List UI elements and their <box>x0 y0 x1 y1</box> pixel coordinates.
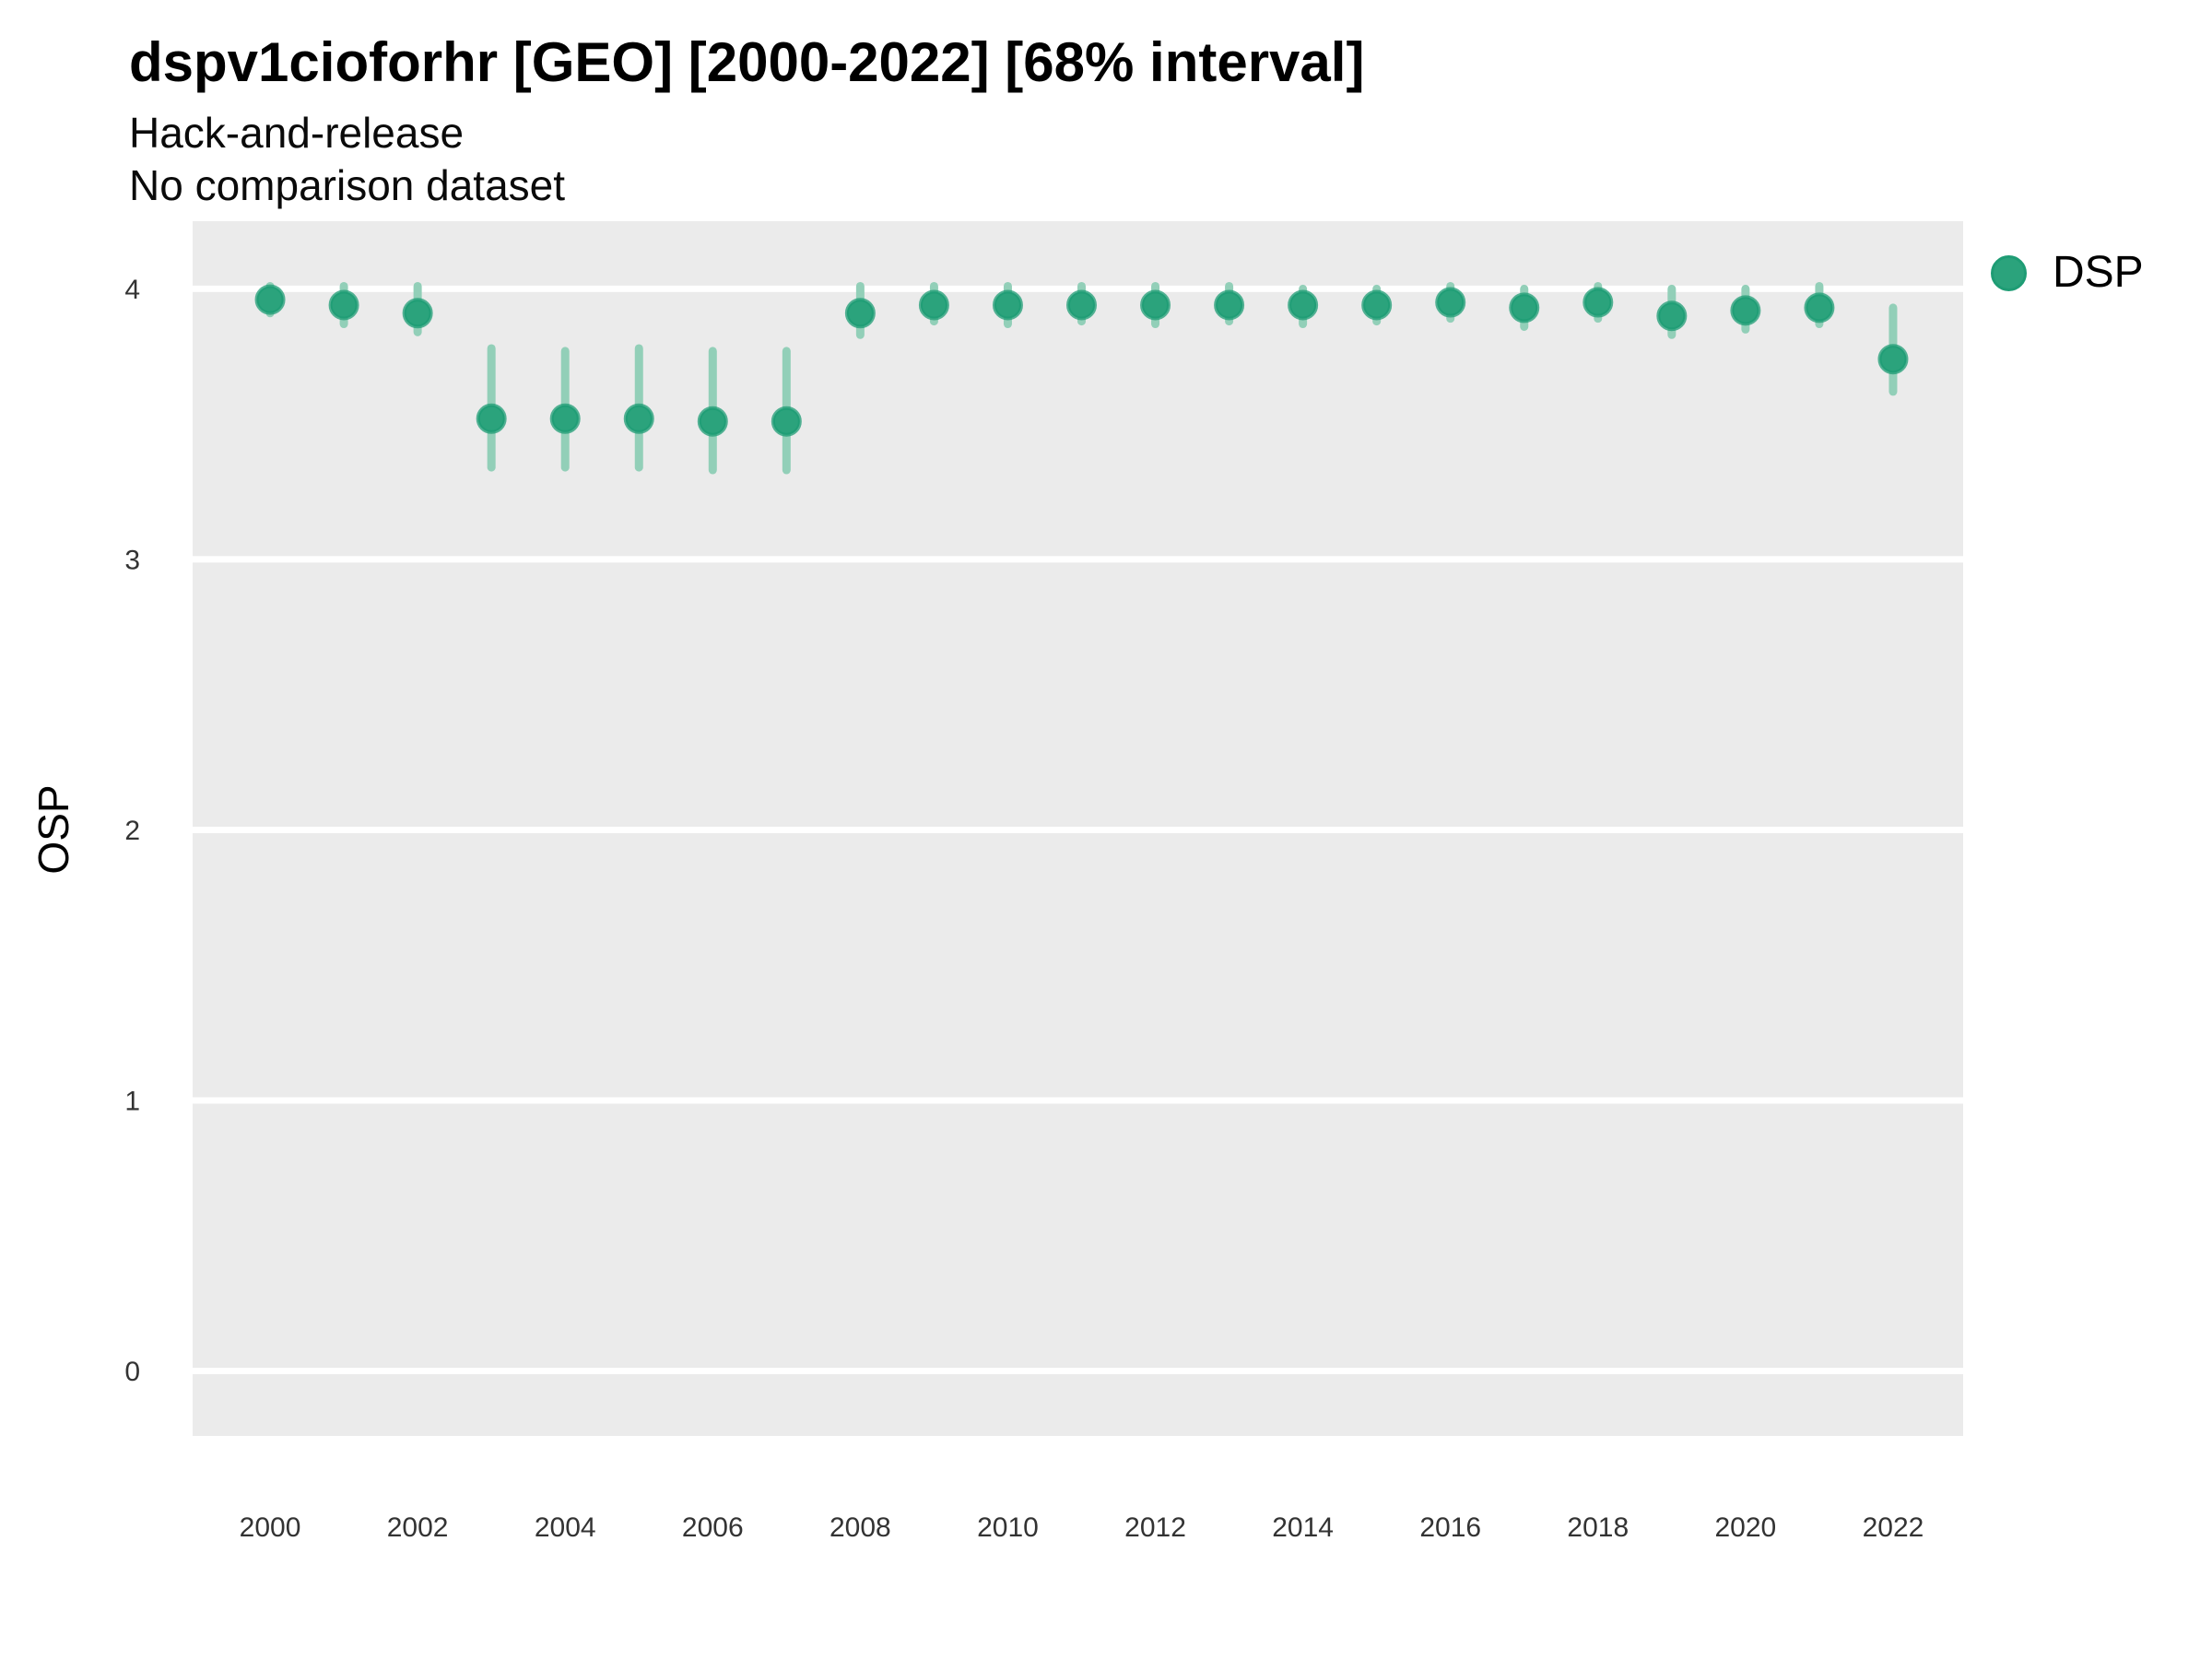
data-point-2016 <box>1435 287 1466 318</box>
x-tick-label: 2002 <box>387 1512 449 1543</box>
x-tick-label: 2022 <box>1863 1512 1924 1543</box>
x-tick-label: 2000 <box>240 1512 301 1543</box>
y-tick-label: 0 <box>124 1357 140 1387</box>
y-tick-label: 2 <box>124 816 140 846</box>
x-tick-label: 2006 <box>682 1512 744 1543</box>
data-point-2005 <box>623 403 654 434</box>
data-point-2013 <box>1214 289 1245 321</box>
x-tick-label: 2016 <box>1419 1512 1481 1543</box>
y-axis-title: OSP <box>29 784 77 875</box>
legend: DSP <box>1991 251 2144 295</box>
x-tick-label: 2014 <box>1272 1512 1334 1543</box>
data-point-2017 <box>1509 292 1540 324</box>
data-point-2008 <box>844 298 876 329</box>
data-point-2000 <box>254 284 286 315</box>
x-tick-label: 2004 <box>535 1512 596 1543</box>
data-point-2011 <box>1066 289 1098 321</box>
data-point-2001 <box>328 289 359 321</box>
data-point-2020 <box>1730 295 1761 326</box>
data-point-2018 <box>1583 287 1614 318</box>
data-point-2021 <box>1804 292 1835 324</box>
data-point-2014 <box>1288 289 1319 321</box>
data-point-2019 <box>1656 300 1688 332</box>
data-point-2015 <box>1361 289 1393 321</box>
data-point-2003 <box>476 403 507 434</box>
data-point-2009 <box>918 289 949 321</box>
data-point-2010 <box>992 289 1023 321</box>
legend-point-icon <box>1991 254 2027 291</box>
y-tick-label: 3 <box>124 545 140 575</box>
legend-label: DSP <box>2053 248 2144 297</box>
x-tick-label: 2018 <box>1567 1512 1629 1543</box>
data-point-2006 <box>697 406 728 437</box>
plot-subtitle-line2: No comparison dataset <box>129 161 566 209</box>
data-point-2022 <box>1877 344 1909 375</box>
x-tick-label: 2008 <box>830 1512 891 1543</box>
data-point-2007 <box>771 406 802 437</box>
y-tick-label: 4 <box>124 275 140 305</box>
y-tick-label: 1 <box>124 1087 140 1117</box>
plot-subtitle-line1: Hack-and-release <box>129 109 465 157</box>
x-tick-label: 2020 <box>1715 1512 1777 1543</box>
data-point-2004 <box>549 403 581 434</box>
plot-title: dspv1cioforhr [GEO] [2000-2022] [68% int… <box>129 31 1365 93</box>
data-point-2002 <box>402 298 433 329</box>
data-point-2012 <box>1140 289 1171 321</box>
x-tick-label: 2012 <box>1124 1512 1186 1543</box>
x-tick-label: 2010 <box>977 1512 1039 1543</box>
